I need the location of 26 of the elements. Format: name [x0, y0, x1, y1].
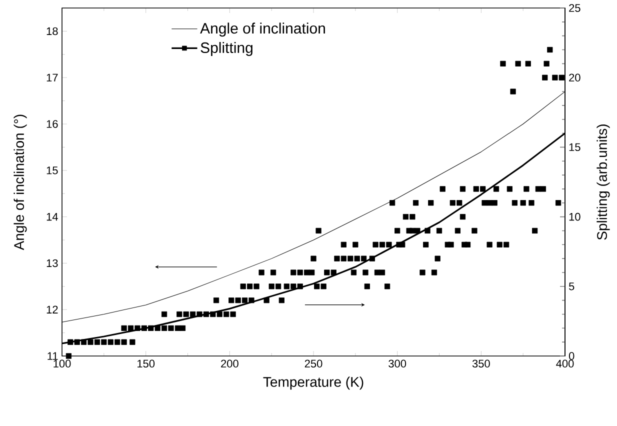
- y2-tick-label: 25: [569, 4, 580, 12]
- y2-tick-label: 15: [569, 143, 580, 152]
- x-tick-label: 200: [221, 360, 238, 368]
- y2-tick-label: 5: [568, 282, 574, 290]
- x-tick-label: 400: [556, 360, 574, 368]
- y-tick-label: 17: [46, 74, 58, 82]
- y-tick-label: 11: [48, 352, 58, 360]
- x-tick-label: 350: [472, 360, 490, 368]
- x-tick-label: 150: [137, 360, 155, 368]
- y-tick-label: 14: [46, 213, 58, 221]
- x-tick-label: 250: [304, 360, 322, 368]
- y2-tick-label: 0: [568, 352, 574, 360]
- y-tick-label: 13: [46, 259, 58, 268]
- y2-axis-title: Splitting (arb.units): [596, 124, 610, 240]
- x-axis-title: Temperature (K): [263, 376, 364, 390]
- y-tick-label: 12: [46, 306, 58, 314]
- legend-label: Angle of inclination: [200, 22, 325, 37]
- x-tick-label: 300: [388, 360, 406, 368]
- y2-tick-label: 10: [569, 212, 580, 221]
- y-axis-title: Angle of inclination (°): [14, 114, 27, 250]
- x-tick-label: 100: [54, 360, 71, 368]
- y-tick-label: 15: [46, 166, 58, 174]
- y-tick-label: 16: [46, 120, 58, 128]
- legend-label: Splitting: [200, 42, 252, 56]
- y-tick-label: 18: [46, 27, 58, 36]
- y2-tick-label: 20: [569, 74, 580, 82]
